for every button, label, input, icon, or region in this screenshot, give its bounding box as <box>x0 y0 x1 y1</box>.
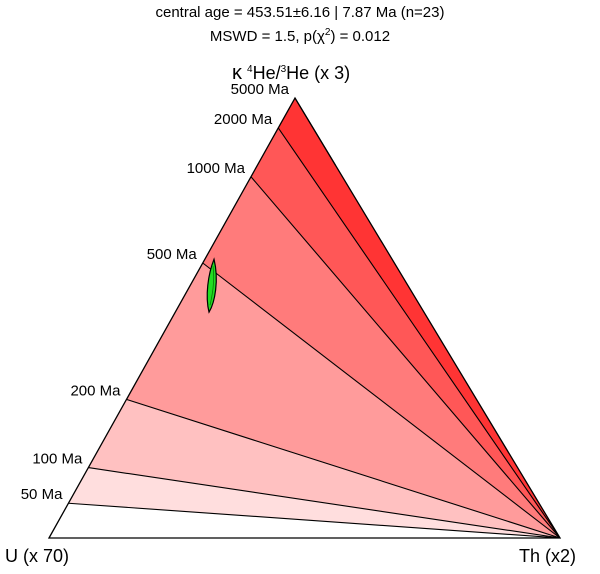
triangle-frame <box>47 96 562 539</box>
age-band-2 <box>88 399 561 538</box>
age-band-6 <box>278 98 560 538</box>
tick-label-100-ma: 100 Ma <box>32 451 83 468</box>
title-line-1: central age = 453.51±6.16 | 7.87 Ma (n=2… <box>155 4 445 21</box>
age-band-1 <box>68 467 561 538</box>
apex-label-thorium: Th (x2) <box>519 546 577 566</box>
age-band-3 <box>126 263 561 538</box>
central-age-ellipse <box>206 257 217 314</box>
apex-label-uranium: U (x 70) <box>5 546 70 566</box>
isochron-100-ma <box>88 467 561 539</box>
apex-label-helium: κ 4He/3He (x 3) <box>232 62 351 84</box>
tick-label-1000-ma: 1000 Ma <box>187 160 246 177</box>
isochron-lines <box>68 97 561 539</box>
age-band-5 <box>250 127 560 539</box>
isochron-50-ma <box>68 502 561 539</box>
age-band-4 <box>202 176 560 538</box>
title-line-2: MSWD = 1.5, p(χ2) = 0.012 <box>209 27 391 45</box>
tick-label-5000-ma: 5000 Ma <box>231 81 290 98</box>
tick-label-2000-ma: 2000 Ma <box>214 111 273 128</box>
tick-label-50-ma: 50 Ma <box>21 486 63 503</box>
tick-label-500-ma: 500 Ma <box>147 246 198 263</box>
isochron-200-ma <box>126 398 561 539</box>
age-tick-labels: 50 Ma 100 Ma 200 Ma 500 Ma 1000 Ma 2000 Ma 500… <box>21 81 290 503</box>
tick-label-200-ma: 200 Ma <box>70 382 121 399</box>
age-bands <box>49 98 561 539</box>
ellipse-inner-contour <box>209 266 215 306</box>
isochron-2000-ma <box>277 127 561 539</box>
ellipse-layer <box>206 257 217 314</box>
isochron-500-ma <box>202 262 561 539</box>
isochron-1000-ma <box>250 176 561 539</box>
